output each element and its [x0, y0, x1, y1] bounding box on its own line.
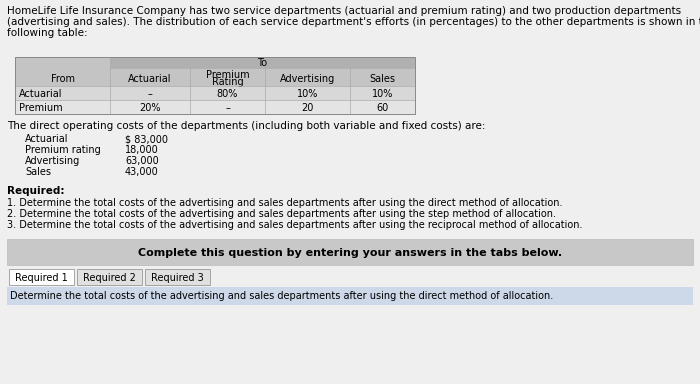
Text: 1. Determine the total costs of the advertising and sales departments after usin: 1. Determine the total costs of the adve… — [7, 198, 563, 208]
Text: Premium rating: Premium rating — [25, 145, 101, 155]
Text: 10%: 10% — [297, 89, 319, 99]
Bar — [15, 57, 415, 68]
Text: 20%: 20% — [139, 103, 161, 113]
Text: Rating: Rating — [211, 77, 244, 87]
Bar — [15, 68, 415, 86]
Text: Actuarial: Actuarial — [25, 134, 69, 144]
Text: 20: 20 — [301, 103, 314, 113]
Text: Actuarial: Actuarial — [19, 89, 62, 99]
Text: Complete this question by entering your answers in the tabs below.: Complete this question by entering your … — [138, 248, 562, 258]
Text: Determine the total costs of the advertising and sales departments after using t: Determine the total costs of the adverti… — [10, 291, 553, 301]
Text: Required:: Required: — [7, 186, 64, 196]
Bar — [15, 86, 415, 100]
Text: Advertising: Advertising — [280, 73, 335, 83]
Text: Actuarial: Actuarial — [128, 73, 172, 83]
Text: –: – — [225, 103, 230, 113]
Text: 80%: 80% — [217, 89, 238, 99]
Bar — [7, 287, 693, 305]
Text: From: From — [50, 73, 74, 83]
Text: 43,000: 43,000 — [125, 167, 159, 177]
Text: To: To — [258, 58, 267, 68]
Text: (advertising and sales). The distribution of each service department's efforts (: (advertising and sales). The distributio… — [7, 17, 700, 27]
Text: 2. Determine the total costs of the advertising and sales departments after usin: 2. Determine the total costs of the adve… — [7, 209, 556, 219]
Text: following table:: following table: — [7, 28, 88, 38]
Text: 10%: 10% — [372, 89, 393, 99]
Bar — [9, 269, 74, 285]
Bar — [145, 269, 210, 285]
Text: The direct operating costs of the departments (including both variable and fixed: The direct operating costs of the depart… — [7, 121, 486, 131]
Text: 3. Determine the total costs of the advertising and sales departments after usin: 3. Determine the total costs of the adve… — [7, 220, 582, 230]
Text: HomeLife Life Insurance Company has two service departments (actuarial and premi: HomeLife Life Insurance Company has two … — [7, 6, 681, 16]
Bar — [15, 57, 415, 114]
Text: Sales: Sales — [25, 167, 51, 177]
Text: 63,000: 63,000 — [125, 156, 159, 166]
Text: Premium: Premium — [206, 70, 249, 80]
Text: Required 3: Required 3 — [151, 273, 204, 283]
Text: 60: 60 — [377, 103, 389, 113]
Text: 18,000: 18,000 — [125, 145, 159, 155]
Text: Advertising: Advertising — [25, 156, 81, 166]
Text: Premium: Premium — [19, 103, 62, 113]
Bar — [77, 269, 142, 285]
Text: Required 2: Required 2 — [83, 273, 136, 283]
Text: $ 83,000: $ 83,000 — [125, 134, 168, 144]
Bar — [7, 239, 693, 265]
Text: Sales: Sales — [370, 73, 395, 83]
Bar — [15, 57, 110, 68]
Bar — [15, 100, 415, 114]
Text: Required 1: Required 1 — [15, 273, 68, 283]
Text: –: – — [148, 89, 153, 99]
